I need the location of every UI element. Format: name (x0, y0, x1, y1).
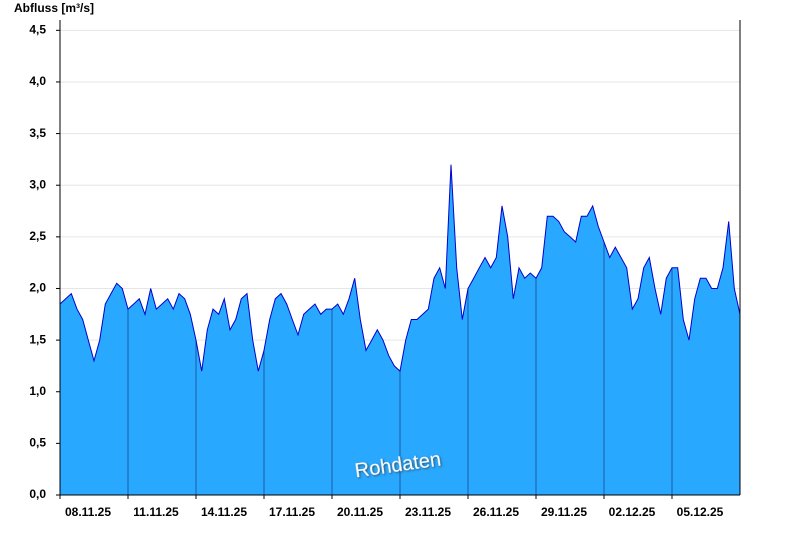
x-tick-label: 14.11.25 (201, 505, 247, 519)
x-tick-label: 26.11.25 (473, 505, 519, 519)
y-tick-label: 0,0 (29, 487, 46, 501)
x-tick-label: 23.11.25 (405, 505, 451, 519)
x-tick-label: 08.11.25 (65, 505, 111, 519)
line (59, 164, 741, 373)
x-tick-label: 29.11.25 (541, 505, 587, 519)
y-tick-label: 2,5 (29, 229, 46, 243)
y-tick-label: 3,5 (29, 126, 46, 140)
y-tick-label: 4,5 (29, 22, 46, 36)
x-tick-label: 11.11.25 (133, 505, 179, 519)
x-tick-label: 17.11.25 (269, 505, 315, 519)
y-tick-label: 3,0 (29, 177, 46, 191)
y-axis-label: Abfluss [m³/s] (14, 1, 94, 15)
y-tick-label: 1,0 (29, 384, 46, 398)
y-tick-label: 1,5 (29, 332, 46, 346)
x-tick-label: 02.12.25 (609, 505, 656, 519)
area (60, 164, 740, 495)
x-tick-label: 05.12.25 (677, 505, 724, 519)
y-tick-label: 4,0 (29, 74, 46, 88)
x-tick-label: 20.11.25 (337, 505, 383, 519)
y-tick-label: 0,5 (29, 436, 46, 450)
y-tick-label: 2,0 (29, 281, 46, 295)
